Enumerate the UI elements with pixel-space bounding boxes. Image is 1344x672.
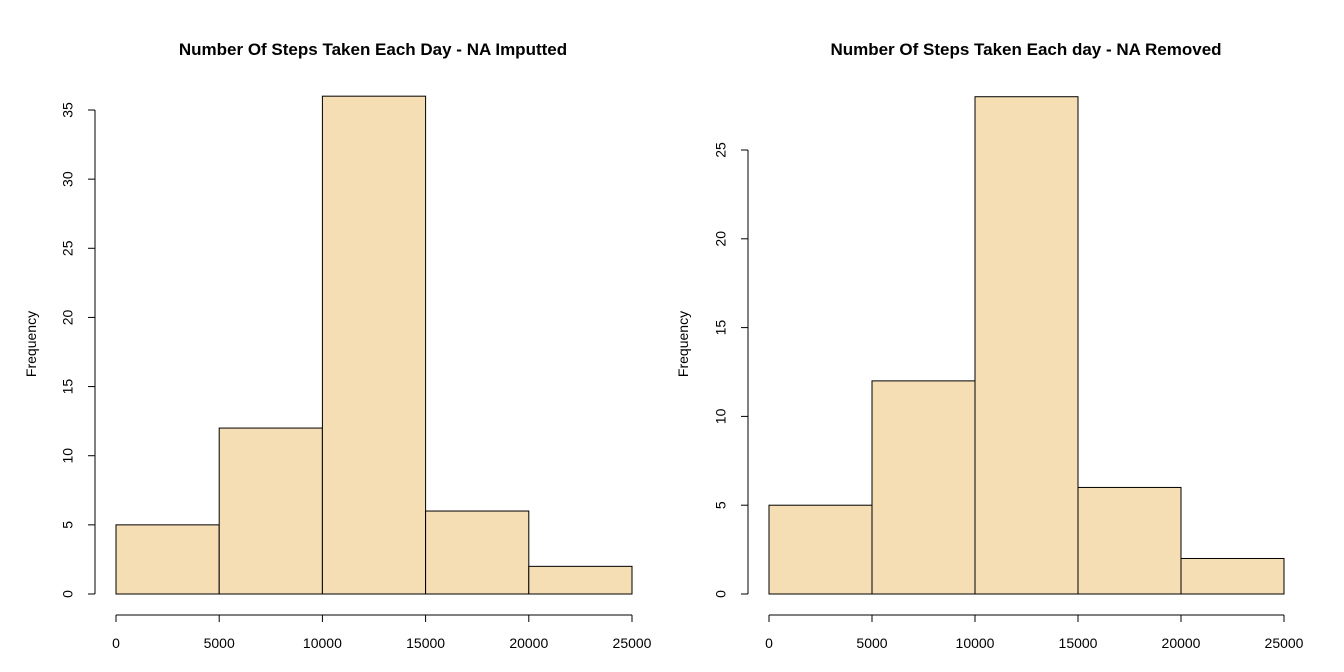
x-tick-label: 10000 xyxy=(303,635,342,651)
x-tick-label: 10000 xyxy=(956,635,995,651)
x-tick-label: 25000 xyxy=(1265,635,1304,651)
y-axis-label: Frequency xyxy=(23,311,39,377)
histogram-bar xyxy=(871,380,976,595)
y-tick-label: 5 xyxy=(713,501,729,509)
histogram-bar xyxy=(115,524,220,595)
y-tick-label: 0 xyxy=(60,590,76,598)
y-tick-label: 10 xyxy=(60,448,76,464)
x-tick-label: 15000 xyxy=(1059,635,1098,651)
y-tick-label: 15 xyxy=(713,320,729,336)
histogram-bar xyxy=(1180,557,1285,595)
y-tick-label: 35 xyxy=(60,102,76,118)
chart-title: Number Of Steps Taken Each Day - NA Impu… xyxy=(179,40,567,59)
y-tick-label: 10 xyxy=(713,408,729,424)
x-tick-label: 0 xyxy=(765,635,773,651)
x-tick-label: 20000 xyxy=(1162,635,1201,651)
chart-title: Number Of Steps Taken Each day - NA Remo… xyxy=(830,40,1221,59)
histogram-bar xyxy=(425,510,530,595)
y-tick-label: 5 xyxy=(60,521,76,529)
histogram-na-imputed: Number Of Steps Taken Each Day - NA Impu… xyxy=(23,40,652,651)
y-tick-label: 15 xyxy=(60,379,76,395)
histogram-bar xyxy=(768,504,873,595)
histogram-bar xyxy=(528,565,633,595)
x-tick-label: 5000 xyxy=(856,635,887,651)
histogram-bar xyxy=(218,427,323,595)
y-tick-label: 20 xyxy=(60,309,76,325)
histogram-bar xyxy=(321,95,427,595)
x-tick-label: 0 xyxy=(112,635,120,651)
x-tick-label: 15000 xyxy=(406,635,445,651)
x-tick-label: 5000 xyxy=(204,635,235,651)
y-tick-label: 0 xyxy=(713,590,729,598)
y-tick-label: 20 xyxy=(713,231,729,247)
y-axis-label: Frequency xyxy=(675,311,691,377)
y-tick-label: 30 xyxy=(60,171,76,187)
y-tick-label: 25 xyxy=(60,240,76,256)
x-tick-label: 20000 xyxy=(509,635,548,651)
histogram-na-removed: Number Of Steps Taken Each day - NA Remo… xyxy=(675,40,1304,651)
y-tick-label: 25 xyxy=(713,142,729,158)
histogram-bar xyxy=(974,96,1079,595)
histogram-bar xyxy=(1077,486,1182,595)
x-tick-label: 25000 xyxy=(613,635,652,651)
